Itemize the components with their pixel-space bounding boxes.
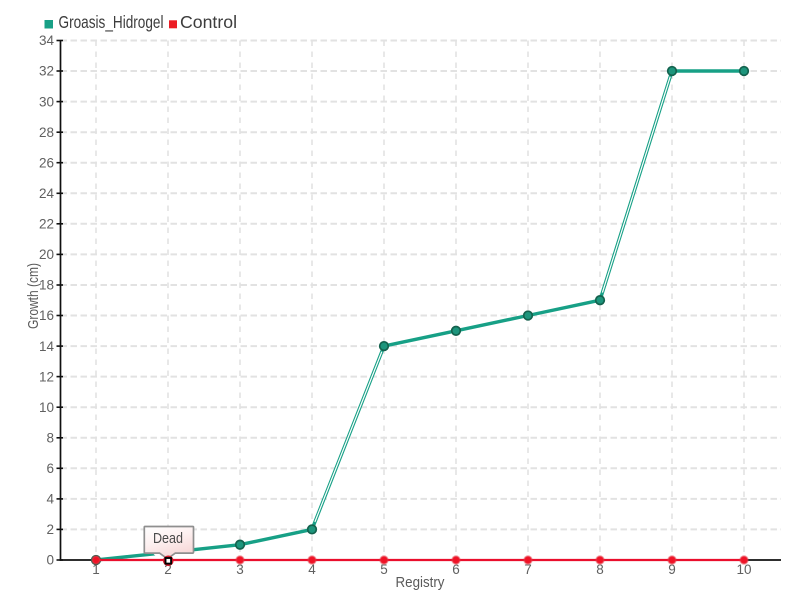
svg-text:16: 16 (39, 308, 54, 323)
svg-text:6: 6 (452, 562, 460, 577)
svg-text:4: 4 (308, 562, 316, 577)
svg-text:8: 8 (46, 431, 54, 446)
svg-text:34: 34 (39, 33, 55, 48)
svg-text:Registry: Registry (396, 575, 446, 591)
svg-text:0: 0 (46, 553, 54, 568)
svg-text:10: 10 (736, 562, 751, 577)
svg-text:3: 3 (236, 562, 244, 577)
svg-text:Dead: Dead (153, 531, 183, 547)
svg-text:20: 20 (39, 247, 54, 262)
svg-text:6: 6 (46, 461, 54, 476)
svg-text:30: 30 (39, 94, 54, 109)
svg-text:28: 28 (39, 125, 54, 140)
svg-text:26: 26 (39, 155, 54, 170)
svg-text:32: 32 (39, 64, 54, 79)
svg-text:Growth (cm): Growth (cm) (26, 263, 42, 329)
svg-text:24: 24 (39, 186, 55, 201)
svg-text:4: 4 (46, 492, 54, 507)
svg-text:Control: Control (180, 12, 237, 32)
svg-text:14: 14 (39, 339, 55, 354)
svg-text:8: 8 (596, 562, 604, 577)
svg-text:10: 10 (39, 400, 54, 415)
svg-text:5: 5 (380, 562, 388, 577)
svg-text:2: 2 (164, 562, 172, 577)
svg-text:18: 18 (39, 278, 54, 293)
svg-text:Groasis_Hidrogel: Groasis_Hidrogel (59, 12, 164, 33)
svg-text:9: 9 (668, 562, 676, 577)
svg-text:2: 2 (46, 522, 54, 537)
svg-text:1: 1 (92, 562, 100, 577)
svg-text:7: 7 (524, 562, 532, 577)
svg-text:12: 12 (39, 369, 54, 384)
svg-text:22: 22 (39, 217, 54, 232)
